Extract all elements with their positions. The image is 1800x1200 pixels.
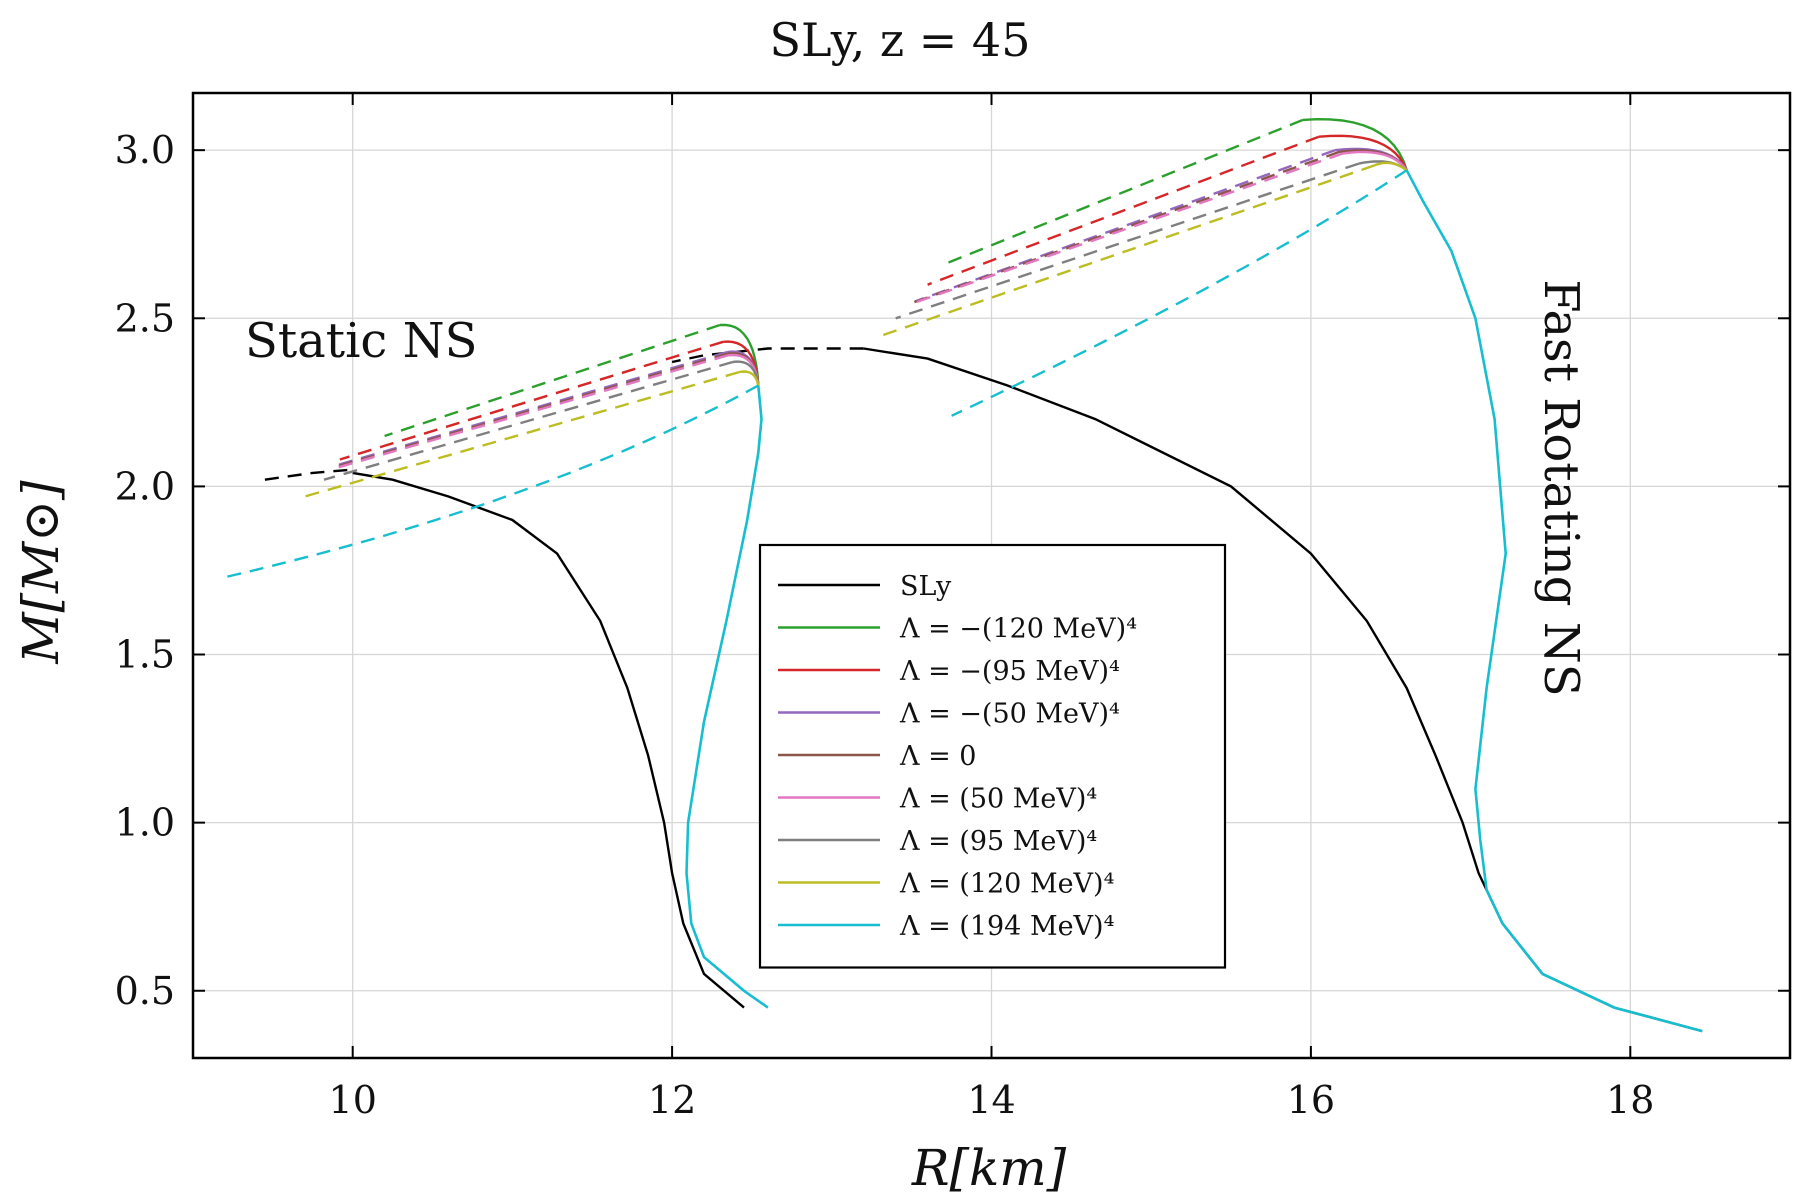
y-tick-label: 2.0	[115, 464, 175, 508]
legend-label-lambda-pos-50: Λ = (50 MeV)⁴	[899, 784, 1097, 815]
series-lambda-neg-120-rotating-peak	[1302, 117, 1408, 171]
plot-area	[224, 117, 1703, 1033]
annotation-fast-rotating-ns: Fast Rotating NS	[1533, 279, 1589, 696]
y-tick-label: 0.5	[115, 969, 175, 1013]
tick-labels: 10 12 14 16 18 0.5 1.0 1.5 2.0 2.5 3.0	[115, 128, 1655, 1122]
series-lambda-pos-120-static-peak	[739, 370, 760, 386]
ticks	[193, 93, 1790, 1058]
x-axis-title: R[km]	[911, 1139, 1067, 1197]
series-lambda-neg-95-rotating-unstable	[927, 135, 1320, 286]
series-lambda-pos-50-rotating-peak	[1342, 150, 1408, 172]
series-lambda-pos-194-static-unstable	[224, 384, 759, 579]
x-tick-label: 16	[1287, 1078, 1335, 1122]
series-lambda-neg-120-static-unstable	[384, 323, 721, 438]
legend-label-SLy: SLy	[900, 571, 952, 602]
series-lambda-neg-95-rotating-peak	[1318, 134, 1408, 171]
x-tick-label: 14	[967, 1078, 1015, 1122]
y-tick-label: 2.5	[115, 296, 175, 340]
series-lambda-pos-120-rotating-unstable	[882, 164, 1376, 337]
series-sly-static-unstable	[264, 468, 353, 481]
series-lambda-pos-194-rotating-unstable	[951, 169, 1408, 417]
series-lambda-pos-95-rotating-unstable	[895, 162, 1360, 320]
series-sly-static	[352, 471, 745, 1009]
y-axis-title: M[M⊙]	[12, 480, 70, 665]
series-static-stable-branch	[685, 385, 769, 1009]
series-lambda-pos-50-rotating-unstable	[908, 152, 1344, 306]
series-lambda-neg-95-static-unstable	[339, 340, 724, 461]
legend-label-lambda-zero: Λ = 0	[899, 741, 976, 772]
x-tick-label: 18	[1606, 1078, 1654, 1122]
x-tick-label: 12	[648, 1078, 696, 1122]
chart-title: SLy, z = 45	[770, 13, 1031, 67]
legend-label-lambda-pos-194: Λ = (194 MeV)⁴	[899, 911, 1114, 942]
series-layer	[224, 117, 1703, 1033]
y-tick-label: 3.0	[115, 128, 175, 172]
x-tick-label: 10	[329, 1078, 377, 1122]
y-tick-label: 1.0	[115, 801, 175, 845]
series-lambda-pos-95-static-unstable	[323, 360, 734, 481]
legend-label-lambda-pos-95: Λ = (95 MeV)⁴	[899, 826, 1097, 857]
annotation-static-ns: Static NS	[245, 313, 477, 369]
series-lambda-pos-120-rotating-peak	[1374, 161, 1408, 172]
series-lambda-pos-120-static-unstable	[304, 370, 740, 498]
series-lambda-neg-120-rotating-unstable	[943, 118, 1304, 266]
series-lambda-pos-95-static-peak	[732, 360, 760, 386]
legend-label-lambda-neg-50: Λ = −(50 MeV)⁴	[899, 699, 1120, 730]
y-tick-label: 1.5	[115, 633, 175, 677]
legend-label-lambda-neg-95: Λ = −(95 MeV)⁴	[899, 656, 1120, 687]
series-rotating-stable-branch	[1405, 169, 1703, 1033]
legend: SLy Λ = −(120 MeV)⁴ Λ = −(95 MeV)⁴ Λ = −(50…	[758, 543, 1227, 969]
legend-label-lambda-pos-120: Λ = (120 MeV)⁴	[899, 869, 1114, 900]
legend-label-lambda-neg-120: Λ = −(120 MeV)⁴	[899, 614, 1137, 645]
